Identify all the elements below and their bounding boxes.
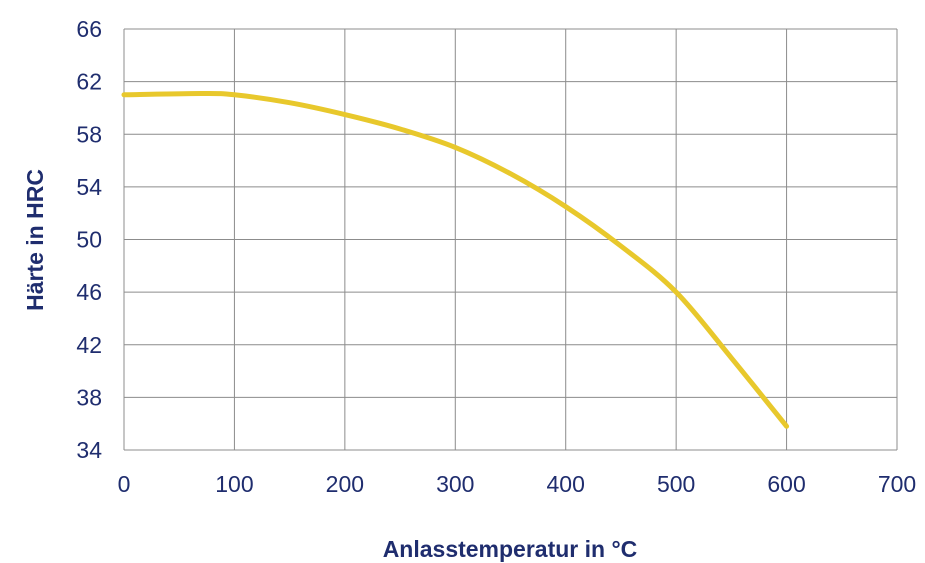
x-axis-title: Anlasstemperatur in °C (383, 536, 638, 562)
y-tick-label: 66 (76, 16, 102, 42)
x-tick-label: 100 (215, 471, 253, 497)
x-tick-label: 200 (326, 471, 364, 497)
grid-lines (123, 28, 898, 451)
series-line (121, 90, 790, 429)
y-tick-label: 46 (76, 279, 102, 305)
y-axis-title: Härte in HRC (22, 169, 48, 311)
series-group (121, 90, 790, 429)
x-tick-label: 400 (547, 471, 585, 497)
y-tick-label: 42 (76, 332, 102, 358)
x-tick-labels: 0 100 200 300 400 500 600 700 (118, 471, 917, 497)
y-tick-label: 38 (76, 384, 102, 410)
x-tick-label: 500 (657, 471, 695, 497)
y-tick-label: 50 (76, 227, 102, 253)
y-tick-label: 62 (76, 69, 102, 95)
y-tick-label: 34 (76, 437, 102, 463)
y-tick-label: 58 (76, 121, 102, 147)
x-tick-label: 600 (767, 471, 805, 497)
y-tick-labels: 34 38 42 46 50 54 58 62 66 (76, 16, 102, 463)
x-tick-label: 700 (878, 471, 916, 497)
y-tick-label: 54 (76, 174, 102, 200)
x-tick-label: 300 (436, 471, 474, 497)
x-tick-label: 0 (118, 471, 131, 497)
